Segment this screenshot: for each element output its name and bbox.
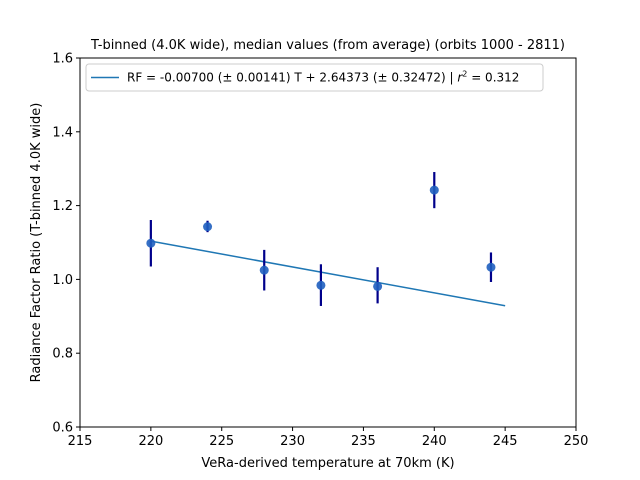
legend-label: RF = -0.00700 (± 0.00141) T + 2.64373 (±… <box>127 70 519 85</box>
data-point <box>203 222 213 232</box>
x-tick-label: 225 <box>209 434 234 449</box>
chart-title: T-binned (4.0K wide), median values (fro… <box>90 38 565 53</box>
legend-box <box>85 63 544 92</box>
data-point <box>373 281 383 291</box>
y-tick-label: 0.6 <box>52 421 73 436</box>
plot-frame <box>79 57 577 428</box>
data-point <box>259 265 269 275</box>
y-tick-label: 1.6 <box>52 52 73 67</box>
legend: RF = -0.00700 (± 0.00141) T + 2.64373 (±… <box>85 63 544 92</box>
x-tick-label: 235 <box>351 434 376 449</box>
x-tick-label: 240 <box>422 434 447 449</box>
data-point <box>486 262 496 272</box>
y-tick-label: 1.0 <box>52 273 73 288</box>
y-tick-label: 1.4 <box>52 125 73 140</box>
y-tick-label: 1.2 <box>52 199 73 214</box>
x-tick-label: 215 <box>68 434 93 449</box>
y-axis-label: Radiance Factor Ratio (T-binned 4.0K wid… <box>29 103 44 383</box>
data-point <box>429 185 439 195</box>
y-tick-label: 0.8 <box>52 347 73 362</box>
data-point <box>146 238 156 248</box>
fit-line <box>150 240 506 307</box>
x-tick-label: 245 <box>493 434 518 449</box>
x-tick-label: 220 <box>138 434 163 449</box>
x-tick-label: 230 <box>280 434 305 449</box>
x-tick-label: 250 <box>564 434 589 449</box>
x-axis-label: VeRa-derived temperature at 70km (K) <box>201 456 454 471</box>
data-point <box>316 280 326 290</box>
